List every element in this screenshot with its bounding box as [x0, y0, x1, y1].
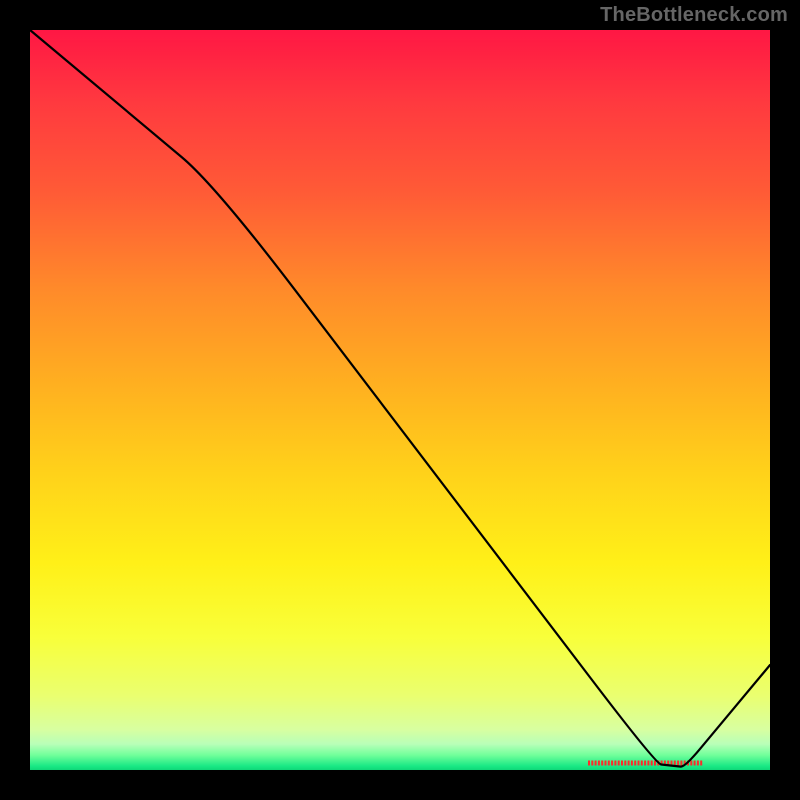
marker-dash [624, 761, 626, 766]
marker-dash [588, 761, 590, 766]
marker-dash [697, 761, 699, 766]
marker-dash [641, 761, 643, 766]
watermark-text: TheBottleneck.com [600, 4, 788, 27]
marker-dash [674, 761, 676, 766]
marker-dash [614, 761, 616, 766]
marker-dash [631, 761, 633, 766]
marker-dash [605, 761, 607, 766]
marker-dash [601, 761, 603, 766]
marker-dash [651, 761, 653, 766]
marker-dash [654, 761, 656, 766]
marker-dash [700, 761, 702, 766]
marker-dash [634, 761, 636, 766]
bottleneck-chart [0, 0, 800, 800]
marker-dash [611, 761, 613, 766]
marker-dash [677, 761, 679, 766]
marker-dash [628, 761, 630, 766]
marker-dash [638, 761, 640, 766]
marker-dash [647, 761, 649, 766]
marker-dash [680, 761, 682, 766]
marker-dash [694, 761, 696, 766]
marker-dash [591, 761, 593, 766]
marker-dash [621, 761, 623, 766]
marker-dash [644, 761, 646, 766]
marker-dash [598, 761, 600, 766]
marker-dash [595, 761, 597, 766]
marker-dash [608, 761, 610, 766]
marker-dash [690, 761, 692, 766]
plot-background [30, 30, 770, 770]
marker-dash [618, 761, 620, 766]
